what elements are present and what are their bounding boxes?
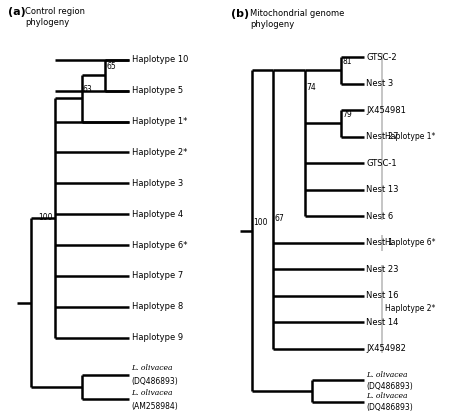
Text: Haplotype 3: Haplotype 3 xyxy=(132,179,183,188)
Text: (DQ486893): (DQ486893) xyxy=(132,377,178,386)
Text: (AM258984): (AM258984) xyxy=(132,402,178,411)
Text: JX454981: JX454981 xyxy=(366,106,406,115)
Text: (DQ486893): (DQ486893) xyxy=(366,403,413,412)
Text: JX454982: JX454982 xyxy=(366,344,406,353)
Text: 63: 63 xyxy=(83,85,93,94)
Text: 100: 100 xyxy=(253,218,268,227)
Text: Haplotype 7: Haplotype 7 xyxy=(132,272,183,280)
Text: Haplotype 1*: Haplotype 1* xyxy=(132,117,187,126)
Text: 100: 100 xyxy=(38,214,53,222)
Text: 81: 81 xyxy=(342,57,352,67)
Text: L. olivacea: L. olivacea xyxy=(132,388,173,396)
Text: Nest 27: Nest 27 xyxy=(366,132,399,141)
Text: (b): (b) xyxy=(231,10,249,20)
Text: Haplotype 10: Haplotype 10 xyxy=(132,55,188,64)
Text: Haplotype 6*: Haplotype 6* xyxy=(385,238,436,247)
Text: 67: 67 xyxy=(274,214,284,223)
Text: Nest 1: Nest 1 xyxy=(366,238,393,247)
Text: Haplotype 8: Haplotype 8 xyxy=(132,302,183,311)
Text: GTSC-1: GTSC-1 xyxy=(366,159,397,168)
Text: Nest 6: Nest 6 xyxy=(366,212,393,221)
Text: Nest 16: Nest 16 xyxy=(366,291,399,300)
Text: Haplotype 4: Haplotype 4 xyxy=(132,210,182,219)
Text: L. olivacea: L. olivacea xyxy=(132,364,173,372)
Text: Control region
phylogeny: Control region phylogeny xyxy=(26,7,85,27)
Text: Nest 3: Nest 3 xyxy=(366,79,393,88)
Text: (a): (a) xyxy=(8,7,26,17)
Text: Haplotype 9: Haplotype 9 xyxy=(132,333,182,342)
Text: (DQ486893): (DQ486893) xyxy=(366,382,413,391)
Text: Nest 13: Nest 13 xyxy=(366,185,399,194)
Text: 65: 65 xyxy=(107,62,117,70)
Text: Mitochondrial genome
phylogeny: Mitochondrial genome phylogeny xyxy=(250,10,345,29)
Text: L. olivacea: L. olivacea xyxy=(366,370,408,378)
Text: Haplotype 6*: Haplotype 6* xyxy=(132,241,187,249)
Text: 79: 79 xyxy=(342,111,352,119)
Text: GTSC-2: GTSC-2 xyxy=(366,53,397,62)
Text: Haplotype 2*: Haplotype 2* xyxy=(132,148,187,157)
Text: Haplotype 5: Haplotype 5 xyxy=(132,86,182,95)
Text: Haplotype 2*: Haplotype 2* xyxy=(385,304,436,313)
Text: L. olivacea: L. olivacea xyxy=(366,392,408,400)
Text: 74: 74 xyxy=(307,83,317,92)
Text: Nest 23: Nest 23 xyxy=(366,265,399,274)
Text: Haplotype 1*: Haplotype 1* xyxy=(385,132,436,141)
Text: Nest 14: Nest 14 xyxy=(366,318,399,326)
